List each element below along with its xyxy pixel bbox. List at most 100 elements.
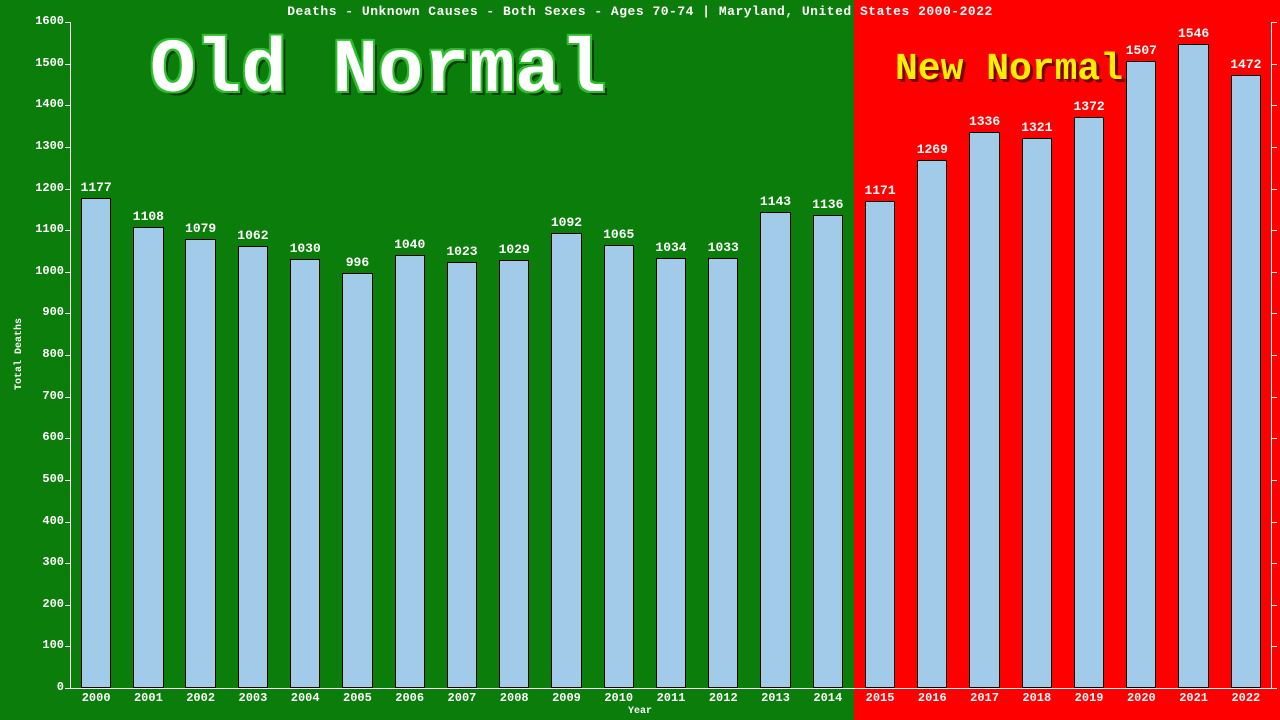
y-tick	[65, 397, 70, 398]
bar-2001	[133, 227, 163, 688]
y-tick-right	[1272, 688, 1277, 689]
y-tick-right	[1272, 646, 1277, 647]
y-tick-label: 900	[22, 305, 64, 319]
bar-value-label: 1372	[1064, 99, 1114, 114]
bar-2013	[760, 212, 790, 688]
y-tick-label: 400	[22, 514, 64, 528]
y-tick	[65, 522, 70, 523]
annotation-old-normal: Old Normal	[150, 28, 606, 114]
bar-2002	[185, 239, 215, 688]
bar-2006	[395, 255, 425, 688]
x-tick-label: 2008	[490, 691, 538, 705]
bar-2021	[1178, 44, 1208, 688]
bar-value-label: 1023	[437, 244, 487, 259]
y-tick-label: 1100	[22, 222, 64, 236]
y-tick-label: 1400	[22, 97, 64, 111]
x-tick-label: 2003	[229, 691, 277, 705]
y-tick	[65, 438, 70, 439]
bar-value-label: 1136	[803, 197, 853, 212]
y-tick	[65, 105, 70, 106]
x-tick-label: 2010	[595, 691, 643, 705]
y-tick	[65, 22, 70, 23]
y-tick	[65, 688, 70, 689]
x-tick-label: 2022	[1222, 691, 1270, 705]
y-tick-label: 1300	[22, 139, 64, 153]
x-tick-label: 2016	[908, 691, 956, 705]
bar-value-label: 1321	[1012, 120, 1062, 135]
bar-2010	[604, 245, 634, 688]
y-tick-label: 600	[22, 430, 64, 444]
bar-value-label: 1507	[1116, 43, 1166, 58]
y-tick-right	[1272, 189, 1277, 190]
bar-2011	[656, 258, 686, 688]
bar-value-label: 1029	[489, 242, 539, 257]
bar-value-label: 1546	[1169, 26, 1219, 41]
y-tick-label: 1600	[22, 14, 64, 28]
bar-value-label: 1062	[228, 228, 278, 243]
x-tick-label: 2006	[386, 691, 434, 705]
x-axis-label: Year	[0, 706, 1280, 717]
bar-value-label: 1079	[176, 221, 226, 236]
bar-value-label: 1177	[71, 180, 121, 195]
y-tick	[65, 355, 70, 356]
bar-2003	[238, 246, 268, 688]
chart-title: Deaths - Unknown Causes - Both Sexes - A…	[0, 4, 1280, 19]
y-tick-right	[1272, 147, 1277, 148]
x-tick-label: 2019	[1065, 691, 1113, 705]
y-tick-right	[1272, 313, 1277, 314]
bar-2007	[447, 262, 477, 688]
y-tick	[65, 480, 70, 481]
bar-value-label: 1092	[541, 215, 591, 230]
y-tick-right	[1272, 605, 1277, 606]
bar-2018	[1022, 138, 1052, 688]
bar-2012	[708, 258, 738, 688]
y-tick	[65, 230, 70, 231]
x-tick-label: 2005	[333, 691, 381, 705]
bar-value-label: 1030	[280, 241, 330, 256]
y-tick-right	[1272, 355, 1277, 356]
y-tick-label: 800	[22, 347, 64, 361]
y-tick-right	[1272, 230, 1277, 231]
bar-2020	[1126, 61, 1156, 688]
bar-value-label: 996	[332, 255, 382, 270]
bar-2004	[290, 259, 320, 688]
y-tick	[65, 313, 70, 314]
x-tick-label: 2014	[804, 691, 852, 705]
bar-value-label: 1040	[385, 237, 435, 252]
y-tick-right	[1272, 272, 1277, 273]
y-axis-line	[70, 22, 71, 688]
x-tick-label: 2015	[856, 691, 904, 705]
y-tick-label: 200	[22, 597, 64, 611]
bar-value-label: 1034	[646, 240, 696, 255]
x-tick-label: 2001	[124, 691, 172, 705]
x-tick-label: 2018	[1013, 691, 1061, 705]
y-tick-right	[1272, 563, 1277, 564]
bar-value-label: 1472	[1221, 57, 1271, 72]
bar-value-label: 1143	[751, 194, 801, 209]
bar-2017	[969, 132, 999, 688]
y-tick-right	[1272, 22, 1277, 23]
y-tick-right	[1272, 64, 1277, 65]
bar-2014	[813, 215, 843, 688]
x-tick-label: 2017	[961, 691, 1009, 705]
bar-2022	[1231, 75, 1261, 688]
y-tick-right	[1272, 522, 1277, 523]
y-tick-label: 1000	[22, 264, 64, 278]
y-tick	[65, 147, 70, 148]
bar-value-label: 1033	[698, 240, 748, 255]
y-tick	[65, 189, 70, 190]
y-tick-right	[1272, 438, 1277, 439]
y-tick-label: 100	[22, 638, 64, 652]
annotation-new-normal: New Normal	[895, 48, 1123, 91]
y-tick-right	[1272, 105, 1277, 106]
y-tick-label: 500	[22, 472, 64, 486]
bar-2005	[342, 273, 372, 688]
bar-2016	[917, 160, 947, 688]
y-tick-label: 1200	[22, 181, 64, 195]
bar-2019	[1074, 117, 1104, 688]
x-tick-label: 2012	[699, 691, 747, 705]
x-tick-label: 2021	[1170, 691, 1218, 705]
y-tick-label: 300	[22, 555, 64, 569]
bar-2008	[499, 260, 529, 688]
bar-value-label: 1108	[123, 209, 173, 224]
